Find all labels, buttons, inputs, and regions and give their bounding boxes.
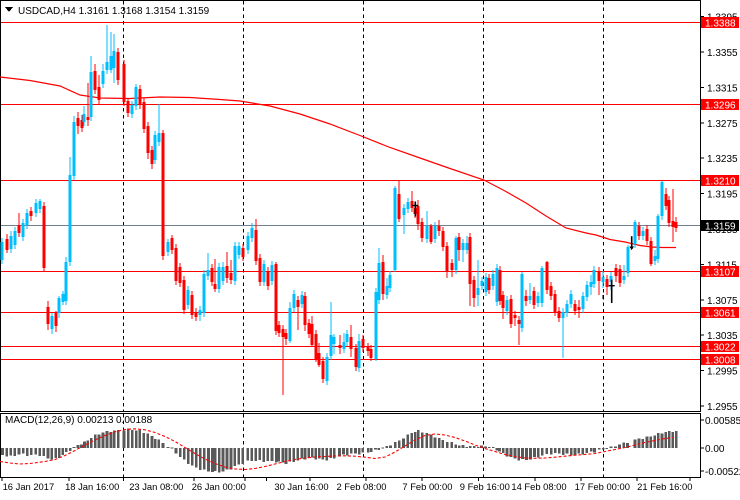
svg-text:23 Jan 08:00: 23 Jan 08:00 bbox=[129, 481, 183, 492]
svg-text:-0.00522: -0.00522 bbox=[705, 467, 740, 478]
svg-text:1.3296: 1.3296 bbox=[705, 101, 736, 112]
svg-text:1.2995: 1.2995 bbox=[707, 367, 738, 378]
svg-text:1.3275: 1.3275 bbox=[707, 119, 738, 130]
svg-text:1.3195: 1.3195 bbox=[707, 190, 738, 201]
svg-text:1.3022: 1.3022 bbox=[705, 343, 736, 354]
svg-text:9 Feb 16:00: 9 Feb 16:00 bbox=[460, 481, 510, 492]
svg-text:7 Feb 00:00: 7 Feb 00:00 bbox=[402, 481, 452, 492]
svg-text:16 Jan 2017: 16 Jan 2017 bbox=[3, 481, 55, 492]
svg-text:1.2955: 1.2955 bbox=[707, 402, 738, 413]
svg-text:0.00188: 0.00188 bbox=[116, 415, 153, 426]
svg-text:1.3210: 1.3210 bbox=[705, 177, 736, 188]
svg-text:30 Jan 16:00: 30 Jan 16:00 bbox=[274, 481, 328, 492]
svg-text:26 Jan 00:00: 26 Jan 00:00 bbox=[192, 481, 246, 492]
svg-text:1.3075: 1.3075 bbox=[707, 296, 738, 307]
svg-text:MACD(12,26,9) 0.00213: MACD(12,26,9) 0.00213 bbox=[5, 415, 114, 426]
svg-text:1.3235: 1.3235 bbox=[707, 154, 738, 165]
svg-text:1.3008: 1.3008 bbox=[705, 356, 736, 367]
svg-text:1.3035: 1.3035 bbox=[707, 331, 738, 342]
svg-text:2 Feb 08:00: 2 Feb 08:00 bbox=[336, 481, 386, 492]
svg-text:0.00: 0.00 bbox=[705, 444, 725, 455]
svg-text:USDCAD,H4 1.3161 1.3168 1.315: USDCAD,H4 1.3161 1.3168 1.3154 1.3159 bbox=[18, 6, 210, 17]
svg-text:18 Jan 16:00: 18 Jan 16:00 bbox=[65, 481, 119, 492]
svg-text:17 Feb 00:00: 17 Feb 00:00 bbox=[575, 481, 630, 492]
svg-text:1.3388: 1.3388 bbox=[705, 19, 736, 30]
svg-text:1.3315: 1.3315 bbox=[707, 83, 738, 94]
svg-text:21 Feb 16:00: 21 Feb 16:00 bbox=[637, 481, 692, 492]
svg-text:1.3355: 1.3355 bbox=[707, 48, 738, 59]
svg-text:0.00585: 0.00585 bbox=[705, 416, 740, 427]
svg-text:1.3159: 1.3159 bbox=[705, 222, 736, 233]
svg-text:14 Feb 08:00: 14 Feb 08:00 bbox=[511, 481, 566, 492]
svg-text:1.3061: 1.3061 bbox=[705, 309, 736, 320]
svg-text:1.3107: 1.3107 bbox=[705, 268, 736, 279]
svg-text:1.3115: 1.3115 bbox=[707, 260, 737, 271]
